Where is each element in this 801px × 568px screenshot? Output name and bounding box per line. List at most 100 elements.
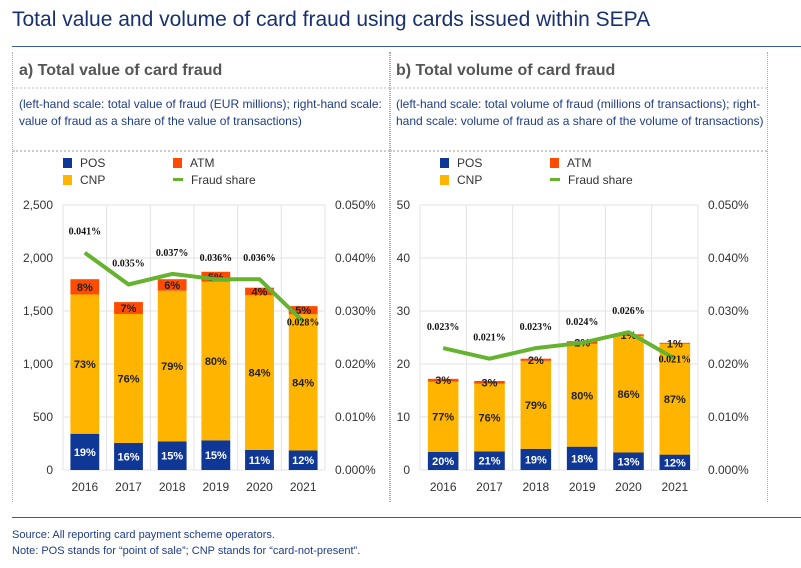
bar-pos: [427, 451, 459, 470]
divider: [390, 87, 767, 89]
panel-subtitle: (left-hand scale: total value of fraud (…: [19, 97, 382, 128]
data-label-atm: 6%: [164, 280, 180, 292]
x-tick-label: 2018: [522, 480, 549, 494]
data-label-atm: 2%: [528, 355, 544, 367]
bar-cnp: [659, 343, 691, 455]
y-tick-label: 0: [46, 463, 53, 477]
chart-value: 0 500 1,000 1,500 2,000 2,500 0.000% 0.010% 0.02…: [23, 198, 376, 494]
divider: [13, 150, 390, 152]
y-tick-label: 0: [403, 463, 410, 477]
legend-item: CNP: [440, 173, 482, 187]
y2-tick-label: 0.040%: [708, 251, 749, 265]
data-label-cnp: 84%: [248, 367, 270, 379]
data-label-atm: 5%: [295, 305, 311, 317]
divider: [13, 87, 390, 89]
y-tick-label: 10: [397, 410, 411, 424]
panel-subtitle: (left-hand scale: total volume of fraud …: [396, 97, 764, 128]
bar-pos: [613, 452, 644, 470]
fraud-share-label: 0.024%: [566, 317, 599, 328]
fraud-share-label: 0.021%: [473, 333, 506, 344]
data-label-atm: 3%: [435, 375, 451, 387]
data-label-cnp: 79%: [161, 361, 183, 373]
fraud-share-label: 0.037%: [156, 248, 189, 259]
fraud-share-label: 0.036%: [243, 253, 276, 264]
legend-item: Fraud share: [550, 173, 633, 187]
x-tick-label: 2020: [615, 480, 642, 494]
y2-tick-label: 0.010%: [708, 410, 749, 424]
figure-title: Total value and volume of card fraud usi…: [12, 8, 651, 31]
x-tick-label: 2021: [290, 480, 317, 494]
bar-atm: [70, 279, 100, 295]
x-tick-label: 2019: [202, 480, 229, 494]
data-label-atm: 1%: [667, 338, 683, 350]
legend-item: Fraud share: [173, 173, 256, 187]
title-divider: [12, 46, 801, 47]
bar-cnp: [245, 294, 274, 450]
y2-tick-label: 0.030%: [708, 304, 749, 318]
legend-label: Fraud share: [191, 173, 256, 187]
bar-cnp: [114, 313, 143, 443]
panel-title: b) Total volume of card fraud: [396, 62, 616, 79]
legend-swatch: [550, 178, 560, 181]
y-tick-label: 30: [397, 304, 411, 318]
fraud-share-label: 0.023%: [520, 322, 553, 333]
bar-pos: [245, 449, 274, 470]
y-tick-label: 50: [397, 198, 411, 212]
y-tick-label: 20: [397, 357, 411, 371]
data-label-pos: 11%: [249, 455, 271, 467]
data-label-cnp: 73%: [74, 359, 96, 371]
data-label-cnp: 77%: [432, 412, 454, 424]
bar-pos: [474, 451, 505, 470]
fraud-share-label: 0.021%: [659, 355, 692, 366]
bar-cnp: [157, 290, 187, 442]
data-label-cnp: 80%: [205, 356, 227, 368]
bar-cnp: [613, 335, 644, 453]
data-label-cnp: 79%: [525, 400, 547, 412]
legend-swatch: [173, 158, 182, 168]
legend-swatch: [550, 158, 559, 168]
fraud-share-label: 0.036%: [200, 253, 233, 264]
legend-label: ATM: [567, 156, 592, 170]
data-label-pos: 20%: [432, 456, 454, 468]
data-label-pos: 12%: [664, 457, 686, 469]
x-tick-label: 2016: [430, 480, 457, 494]
legend-label: POS: [80, 156, 106, 170]
legend-label: Fraud share: [568, 173, 633, 187]
bar-cnp: [201, 281, 231, 441]
x-tick-label: 2019: [569, 480, 596, 494]
panel-value: a) Total value of card fraud (left-hand …: [12, 52, 391, 502]
legend-label: ATM: [190, 156, 215, 170]
y2-tick-label: 0.010%: [335, 410, 376, 424]
fraud-share-line: [442, 330, 676, 361]
bar-atm: [288, 306, 318, 315]
bar-atm: [201, 271, 231, 282]
bar-atm: [520, 358, 552, 361]
data-label-pos: 18%: [571, 453, 593, 465]
data-label-atm: 3%: [482, 377, 498, 389]
data-label-cnp: 84%: [292, 377, 314, 389]
bar-atm: [114, 302, 143, 314]
data-label-pos: 15%: [205, 450, 227, 462]
x-tick-label: 2017: [115, 480, 142, 494]
bar-atm: [427, 378, 459, 382]
data-label-cnp: 87%: [664, 394, 686, 406]
bar-pos: [566, 446, 598, 470]
data-label-atm: 8%: [77, 282, 93, 294]
legend-swatch: [440, 175, 449, 185]
divider: [390, 150, 767, 152]
bar-cnp: [427, 381, 459, 452]
fraud-share-label: 0.041%: [69, 227, 102, 238]
legend-item: ATM: [550, 156, 591, 170]
y2-tick-label: 0.000%: [335, 463, 376, 477]
data-label-atm: 7%: [121, 303, 137, 315]
bar-pos: [201, 440, 231, 470]
footnote: Note: POS stands for “point of sale”; CN…: [12, 545, 361, 557]
bar-pos: [157, 441, 187, 470]
legend-item: POS: [440, 156, 482, 170]
data-label-cnp: 80%: [571, 390, 593, 402]
data-label-cnp: 76%: [478, 413, 500, 425]
y-tick-label: 2,500: [23, 198, 53, 212]
legend-swatch: [173, 178, 183, 181]
y2-tick-label: 0.020%: [708, 357, 749, 371]
fraud-share-label: 0.026%: [612, 306, 645, 317]
